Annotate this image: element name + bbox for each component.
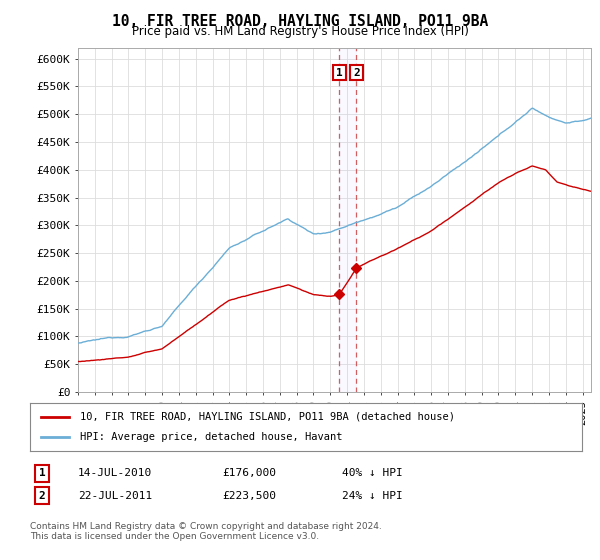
Text: HPI: Average price, detached house, Havant: HPI: Average price, detached house, Hava… bbox=[80, 432, 342, 442]
Text: 14-JUL-2010: 14-JUL-2010 bbox=[78, 468, 152, 478]
Bar bbox=[340, 48, 356, 392]
Text: £176,000: £176,000 bbox=[222, 468, 276, 478]
Text: £223,500: £223,500 bbox=[222, 491, 276, 501]
Text: 2: 2 bbox=[353, 68, 360, 78]
Text: 40% ↓ HPI: 40% ↓ HPI bbox=[342, 468, 403, 478]
Text: 1: 1 bbox=[336, 68, 343, 78]
Text: 22-JUL-2011: 22-JUL-2011 bbox=[78, 491, 152, 501]
Text: Contains HM Land Registry data © Crown copyright and database right 2024.
This d: Contains HM Land Registry data © Crown c… bbox=[30, 522, 382, 542]
Text: 2: 2 bbox=[38, 491, 46, 501]
Text: 10, FIR TREE ROAD, HAYLING ISLAND, PO11 9BA: 10, FIR TREE ROAD, HAYLING ISLAND, PO11 … bbox=[112, 14, 488, 29]
Text: 10, FIR TREE ROAD, HAYLING ISLAND, PO11 9BA (detached house): 10, FIR TREE ROAD, HAYLING ISLAND, PO11 … bbox=[80, 412, 455, 422]
Text: 1: 1 bbox=[38, 468, 46, 478]
Text: 24% ↓ HPI: 24% ↓ HPI bbox=[342, 491, 403, 501]
Text: Price paid vs. HM Land Registry's House Price Index (HPI): Price paid vs. HM Land Registry's House … bbox=[131, 25, 469, 38]
